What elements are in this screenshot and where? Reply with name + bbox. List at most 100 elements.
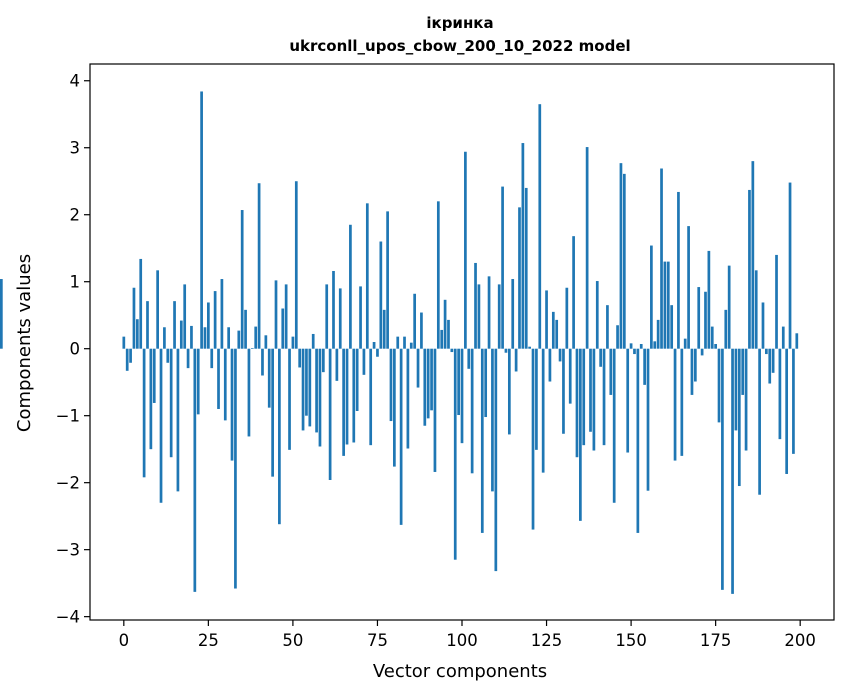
bar-74 [372,342,376,349]
bar-45 [274,280,278,349]
bar-178 [724,309,728,349]
bar-17 [179,320,183,349]
bar-13 [166,348,170,363]
bar-164 [677,191,680,349]
bar-112 [501,186,504,349]
bar-29 [220,279,224,349]
bar-199 [795,333,799,349]
bar-47 [281,308,285,349]
bar-series [0,91,799,594]
bar-85 [409,342,413,349]
bar-92 [433,348,437,472]
bar-183 [741,348,745,395]
bar-165 [680,348,684,456]
bar-115 [511,279,515,349]
bar-155 [646,348,650,491]
bar-67 [349,224,352,349]
bar-186 [751,161,755,349]
bar-49 [288,348,291,450]
bar-143 [606,305,609,349]
bar-114 [507,348,511,435]
x-axis-ticks: 0 25 50 75 100 125 150 175 200 [119,620,816,650]
bar-37 [247,348,251,437]
bar-182 [737,348,741,487]
bar-166 [683,338,687,349]
bar-190 [765,348,768,355]
bar-113 [504,348,508,353]
bar-120 [528,346,531,349]
bar-11 [159,348,163,503]
bar-191 [768,348,772,384]
bar-40 [257,183,261,349]
bar-72 [365,203,369,349]
bar-94 [440,329,444,349]
bar-139 [592,348,596,451]
bar-160 [663,261,667,349]
y-tick-label: −1 [56,407,80,426]
chart-subtitle: ukrconll_upos_cbow_200_10_2022 model [289,37,630,55]
bar-95 [443,299,447,349]
bar-82 [399,348,403,525]
bar-73 [369,348,373,446]
bar-23 [200,91,203,349]
bar-21 [193,348,197,592]
bar-146 [616,325,619,349]
bar-171 [700,348,704,356]
bar-30 [223,348,227,421]
bar-15 [173,301,176,349]
bar-99 [457,348,460,416]
bar-71 [362,348,366,375]
bar-34 [237,330,241,349]
bar-161 [666,261,670,349]
y-tick-label: −2 [56,474,80,493]
bar-145 [612,348,616,503]
bar-185 [748,189,751,349]
bar-168 [690,348,694,395]
bar-124 [541,348,545,473]
bar-176 [717,348,721,423]
bar-180 [731,348,734,594]
bar-127 [551,311,555,349]
bar-93 [436,201,440,349]
bar-89 [423,348,427,426]
bar-193 [775,254,778,349]
bar-77 [382,309,386,349]
bar-33 [234,348,237,589]
y-tick-label: 4 [70,72,81,91]
bar-157 [653,341,657,349]
bar-91 [430,348,433,411]
y-tick-label: 0 [70,340,81,359]
bar-110 [494,348,498,572]
y-tick-label: 1 [70,273,81,292]
x-axis-label: Vector components [373,661,547,682]
bar-170 [697,287,701,349]
bar-117 [518,207,521,349]
bar-70 [359,286,362,349]
bar-12 [163,327,166,349]
x-tick-label: 75 [367,631,388,650]
bar-62 [332,270,335,349]
bar-31 [227,327,231,349]
bar-68 [352,348,356,443]
bar-104 [474,262,477,349]
bar-109 [491,348,494,492]
bar-14 [169,348,173,458]
bar-167 [687,226,690,349]
bar-20 [190,325,193,349]
bar-111 [497,284,501,349]
bar-196 [785,348,789,474]
x-tick-label: 50 [282,631,303,650]
bar-103 [470,348,474,474]
bar-38 [250,348,254,349]
x-tick-label: 0 [119,631,130,650]
bar-179 [727,265,731,349]
bar-177 [721,348,724,590]
bar-141 [599,348,603,367]
bar-192 [771,348,775,373]
bar-122 [535,348,538,450]
bar-152 [636,348,640,533]
bar-24 [203,327,207,349]
bar-174 [710,326,714,349]
bar-88 [420,312,423,349]
bar-118 [521,143,525,349]
